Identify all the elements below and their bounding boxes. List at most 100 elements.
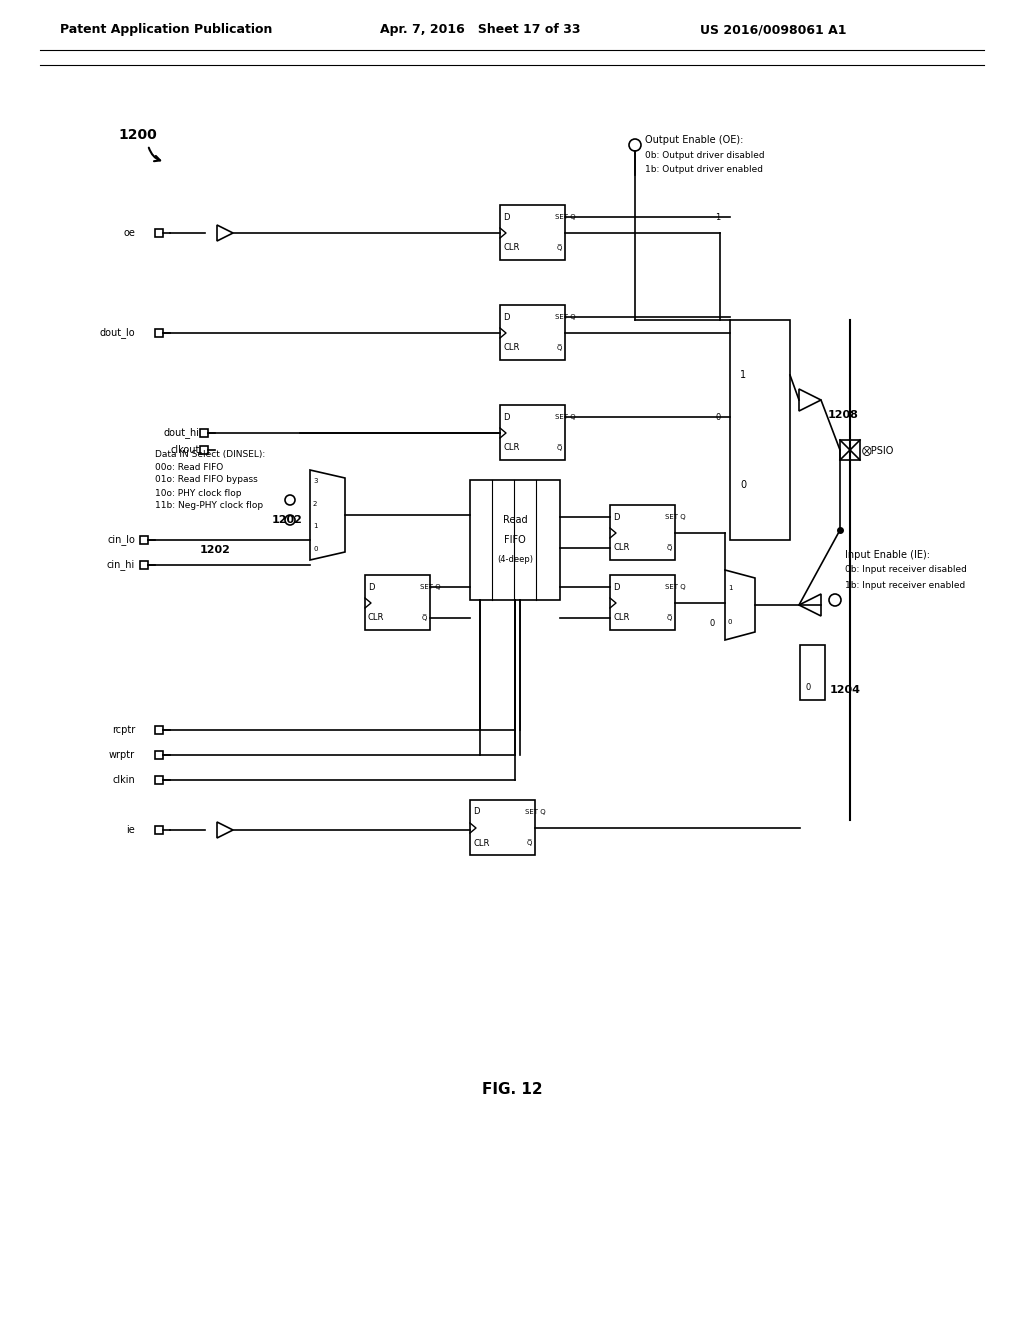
- Text: Apr. 7, 2016   Sheet 17 of 33: Apr. 7, 2016 Sheet 17 of 33: [380, 24, 581, 37]
- Text: CLR: CLR: [473, 838, 489, 847]
- Bar: [610, 576, 675, 630]
- Text: D: D: [503, 313, 510, 322]
- Bar: [155, 776, 163, 784]
- Text: dout_lo: dout_lo: [99, 327, 135, 338]
- Text: 0b: Input receiver disabled: 0b: Input receiver disabled: [845, 565, 967, 574]
- Text: SET Q: SET Q: [665, 583, 686, 590]
- Text: 0: 0: [313, 545, 317, 552]
- Text: wrptr: wrptr: [109, 750, 135, 760]
- Text: D: D: [613, 582, 620, 591]
- Text: SET Q: SET Q: [555, 214, 575, 220]
- Text: D: D: [473, 808, 479, 817]
- Text: Q̅: Q̅: [667, 545, 673, 552]
- Text: 1204: 1204: [830, 685, 861, 696]
- Polygon shape: [310, 470, 345, 560]
- Text: Q̅: Q̅: [667, 615, 673, 622]
- Text: SET Q: SET Q: [555, 414, 575, 420]
- Circle shape: [629, 139, 641, 150]
- Text: D: D: [368, 582, 375, 591]
- Polygon shape: [217, 822, 233, 838]
- Text: Input Enable (IE):: Input Enable (IE):: [845, 550, 930, 560]
- Text: 1202: 1202: [200, 545, 230, 554]
- Circle shape: [285, 495, 295, 506]
- Text: CLR: CLR: [503, 343, 519, 352]
- Text: FIFO: FIFO: [504, 535, 526, 545]
- Text: 1: 1: [313, 523, 317, 529]
- Text: FIG. 12: FIG. 12: [481, 1082, 543, 1097]
- Polygon shape: [217, 224, 233, 242]
- Text: cin_hi: cin_hi: [106, 560, 135, 570]
- Text: oe: oe: [123, 228, 135, 238]
- Text: clkout: clkout: [171, 445, 200, 455]
- Text: cin_lo: cin_lo: [108, 535, 135, 545]
- Text: 1: 1: [715, 213, 720, 222]
- Bar: [610, 506, 675, 560]
- Text: ⨂PSIO: ⨂PSIO: [862, 445, 894, 455]
- Bar: [155, 228, 163, 238]
- Bar: [155, 329, 163, 337]
- Text: D: D: [503, 213, 510, 222]
- Text: CLR: CLR: [503, 243, 519, 252]
- Circle shape: [829, 594, 841, 606]
- Text: 2: 2: [313, 500, 317, 507]
- Text: D: D: [503, 412, 510, 421]
- Polygon shape: [799, 389, 821, 411]
- Text: Read: Read: [503, 515, 527, 525]
- Text: Q̅: Q̅: [557, 345, 562, 351]
- Bar: [140, 561, 148, 569]
- Bar: [365, 576, 430, 630]
- Text: 01o: Read FIFO bypass: 01o: Read FIFO bypass: [155, 475, 258, 484]
- Text: rcptr: rcptr: [112, 725, 135, 735]
- Bar: [470, 800, 535, 855]
- Text: SET Q: SET Q: [525, 809, 546, 814]
- Circle shape: [285, 515, 295, 525]
- Text: Q̅: Q̅: [527, 840, 532, 846]
- Text: 1: 1: [740, 370, 746, 380]
- Text: 3: 3: [313, 478, 317, 484]
- Bar: [140, 536, 148, 544]
- Text: 1202: 1202: [272, 515, 303, 525]
- Bar: [730, 319, 790, 540]
- Bar: [155, 751, 163, 759]
- Text: Q̅: Q̅: [557, 445, 562, 451]
- Text: 1208: 1208: [828, 411, 859, 420]
- Text: CLR: CLR: [613, 614, 630, 623]
- Text: CLR: CLR: [613, 544, 630, 553]
- Bar: [470, 480, 560, 601]
- Text: Data IN Select (DINSEL):: Data IN Select (DINSEL):: [155, 450, 265, 459]
- Text: 1200: 1200: [118, 128, 157, 143]
- Bar: [155, 726, 163, 734]
- Text: clkin: clkin: [113, 775, 135, 785]
- Text: Output Enable (OE):: Output Enable (OE):: [645, 135, 743, 145]
- Text: 10o: PHY clock flop: 10o: PHY clock flop: [155, 488, 242, 498]
- Bar: [840, 440, 860, 459]
- Text: Q̅: Q̅: [422, 615, 427, 622]
- Text: 1b: Input receiver enabled: 1b: Input receiver enabled: [845, 581, 966, 590]
- Text: 0: 0: [715, 412, 720, 421]
- Text: 0: 0: [740, 480, 746, 490]
- Text: SET Q: SET Q: [420, 583, 440, 590]
- Bar: [200, 429, 208, 437]
- Text: CLR: CLR: [368, 614, 384, 623]
- Bar: [500, 205, 565, 260]
- Text: 00o: Read FIFO: 00o: Read FIFO: [155, 463, 223, 473]
- Text: 1b: Output driver enabled: 1b: Output driver enabled: [645, 165, 763, 174]
- Polygon shape: [725, 570, 755, 640]
- Text: dout_hi: dout_hi: [164, 428, 200, 438]
- Text: 0: 0: [728, 619, 732, 626]
- Bar: [800, 645, 825, 700]
- Polygon shape: [799, 594, 821, 616]
- Text: SET Q: SET Q: [665, 513, 686, 520]
- Text: CLR: CLR: [503, 444, 519, 453]
- Bar: [200, 446, 208, 454]
- Text: (4-deep): (4-deep): [497, 556, 534, 565]
- Text: D: D: [613, 512, 620, 521]
- Text: 0: 0: [710, 619, 715, 627]
- Text: Q̅: Q̅: [557, 244, 562, 251]
- Bar: [155, 826, 163, 834]
- Text: Patent Application Publication: Patent Application Publication: [60, 24, 272, 37]
- Text: ie: ie: [126, 825, 135, 836]
- Text: 1: 1: [728, 585, 732, 590]
- Text: 0b: Output driver disabled: 0b: Output driver disabled: [645, 150, 765, 160]
- Text: 11b: Neg-PHY clock flop: 11b: Neg-PHY clock flop: [155, 502, 263, 511]
